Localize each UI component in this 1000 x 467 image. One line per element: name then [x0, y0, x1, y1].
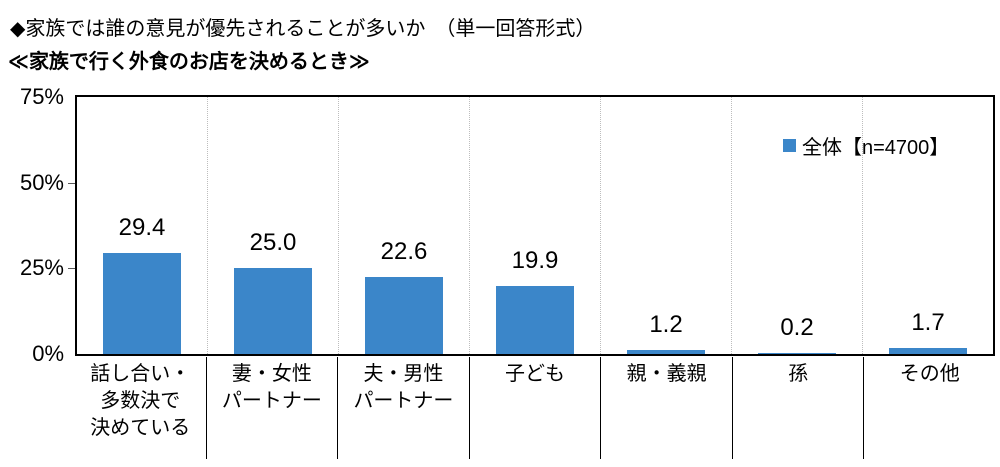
chart-column: 1.2: [601, 97, 732, 354]
category-label-line: 妻・女性: [231, 363, 312, 385]
bar-value-label: 22.6: [380, 238, 428, 265]
y-axis-tick-label: 0%: [32, 341, 64, 366]
chart-column: 29.4: [77, 97, 208, 354]
bar: [627, 350, 705, 354]
bar-value-label: 0.2: [780, 314, 814, 341]
category-label-line: パートナー: [221, 390, 322, 412]
chart-column: 19.9: [470, 97, 601, 354]
category-label-line: 決めている: [90, 417, 191, 439]
bar-value-label: 19.9: [511, 247, 559, 274]
category-label-line: 孫: [788, 363, 809, 385]
category-label: 親・義親: [601, 357, 733, 459]
category-label-line: その他: [899, 363, 960, 385]
bar: [103, 253, 181, 354]
y-axis-tick-label: 75%: [19, 84, 64, 109]
category-label: 夫・男性 パートナー: [338, 357, 470, 459]
category-label: 孫: [733, 357, 865, 459]
legend-swatch-icon: [783, 138, 796, 152]
category-label: 話し合い・多数決で決めている: [75, 357, 207, 459]
category-label: 子ども: [470, 357, 602, 459]
bar: [496, 286, 574, 354]
category-label-line: 話し合い・: [90, 363, 191, 385]
category-label-line: パートナー: [353, 390, 454, 412]
y-axis-tick-mark: [68, 183, 75, 184]
chart-column: 0.2: [732, 97, 863, 354]
chart-subtitle: ≪家族で行く外食のお店を決めるとき≫: [8, 51, 370, 73]
y-axis-tick-mark: [68, 268, 75, 269]
bar-value-label: 25.0: [249, 229, 297, 256]
chart-column: 25.0: [208, 97, 339, 354]
category-label-line: 夫・男性: [363, 363, 444, 385]
bar: [234, 268, 312, 354]
plot-area: 29.4 25.0 22.6 19.9 1.2 0.2 1.7: [75, 95, 995, 356]
bar-value-label: 29.4: [118, 214, 166, 241]
bar-value-label: 1.7: [911, 309, 945, 336]
x-axis-category-labels: 話し合い・ 多数決で 決めている 妻・女性 パートナー 夫・男性 パートナー 子ども 親・義親孫…: [75, 357, 995, 459]
chart-column: 1.7: [863, 97, 993, 354]
category-label-line: 親・義親: [626, 363, 707, 385]
bar-value-label: 1.2: [649, 311, 683, 338]
category-label: 妻・女性 パートナー: [207, 357, 339, 459]
bar: [889, 348, 967, 354]
legend-label: 全体【n=4700】: [802, 136, 950, 159]
category-label-line: 子ども: [505, 363, 566, 385]
chart-question-title: ◆家族では誰の意見が優先されることが多いか （単一回答形式）: [10, 18, 596, 40]
category-label: その他: [864, 357, 995, 459]
chart-column: 22.6: [339, 97, 470, 354]
category-label-line: 多数決で: [100, 390, 181, 412]
legend: 全体【n=4700】: [783, 132, 950, 159]
y-axis-tick-label: 25%: [19, 255, 64, 280]
bar: [365, 277, 443, 354]
bar: [758, 353, 836, 354]
y-axis-tick-label: 50%: [19, 170, 64, 195]
